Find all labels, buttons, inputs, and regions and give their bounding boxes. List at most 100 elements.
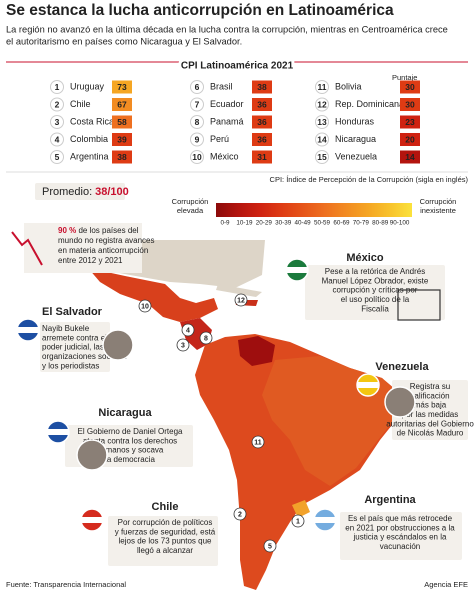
score-box <box>112 150 132 164</box>
rank-badge <box>50 150 64 164</box>
box-line: Fiscalía <box>361 304 389 313</box>
rank: 6 <box>195 82 200 92</box>
rank-badge <box>50 115 64 129</box>
score: 36 <box>257 99 267 109</box>
text-box <box>340 512 462 560</box>
map-marker <box>199 331 213 345</box>
score-label: Puntaje <box>392 73 417 82</box>
box-line: organizaciones sociales <box>42 352 127 361</box>
country: Brasil <box>210 81 233 91</box>
country: Costa Rica <box>70 116 114 126</box>
box-line: y los periodistas <box>42 361 99 370</box>
box-line: poder judicial, las <box>42 343 104 352</box>
legend-low: Corrupción <box>172 197 209 206</box>
country: Uruguay <box>70 81 105 91</box>
country: Panamá <box>210 116 244 126</box>
rank-badge <box>315 97 329 112</box>
score-box <box>112 133 132 146</box>
mexico-map <box>88 268 218 322</box>
rank-badge <box>315 150 329 164</box>
flag-band <box>47 429 69 435</box>
box-line: en materia anticorrupción <box>58 246 148 255</box>
map-marker <box>176 338 190 352</box>
box-line: la democracia <box>105 455 155 464</box>
score-box <box>400 98 420 111</box>
legend-bin: 90-100 <box>390 220 410 227</box>
score-box <box>252 150 272 164</box>
score: 58 <box>117 117 127 127</box>
source: Fuente: Transparencia Internacional <box>6 580 126 589</box>
rank-badge <box>190 80 204 94</box>
box-line: mundo no registra avances <box>58 236 155 245</box>
rank-badge <box>315 115 329 129</box>
rank: 2 <box>55 99 60 109</box>
score: 14 <box>405 152 415 162</box>
title: Se estanca la lucha anticorrupción en La… <box>6 2 394 19</box>
text-box <box>305 265 445 320</box>
score-box <box>400 133 420 146</box>
rank: 8 <box>195 117 200 127</box>
score: 31 <box>257 152 267 162</box>
map-marker <box>234 293 248 307</box>
score: 67 <box>117 99 127 109</box>
country: Honduras <box>335 116 375 126</box>
legend-high: Corrupción <box>420 197 457 206</box>
box-line: en 2021 por obstrucciones a la <box>345 523 455 532</box>
credit: Agencia EFE <box>424 580 468 589</box>
country: México <box>210 151 239 161</box>
map-marker-label: 8 <box>204 335 208 342</box>
score-box <box>252 133 272 146</box>
average: Promedio: 38/100 <box>42 186 129 198</box>
rank: 13 <box>317 117 327 127</box>
box-title: Venezuela <box>375 361 429 373</box>
rank: 14 <box>317 134 327 144</box>
country: Colombia <box>70 134 108 144</box>
box-line: corrupción y críticas por <box>333 286 418 295</box>
flag-band <box>17 327 39 333</box>
country: Venezuela <box>335 151 377 161</box>
table-title: CPI Latinoamérica 2021 <box>181 61 294 72</box>
score: 20 <box>405 134 415 144</box>
box-title: Chile <box>152 501 179 513</box>
venezuela-map <box>238 336 275 366</box>
caribbean <box>216 284 262 297</box>
legend-bin: 80-89 <box>372 220 389 227</box>
rank-badge <box>315 80 329 94</box>
text-box <box>24 223 142 273</box>
map-marker-label: 11 <box>254 439 262 446</box>
legend-bin: 70-79 <box>353 220 370 227</box>
box-line: Manuel López Obrador, existe <box>322 276 429 285</box>
box-title: Argentina <box>364 494 416 506</box>
rank: 4 <box>55 134 60 144</box>
score: 38 <box>257 82 267 92</box>
box-line: el uso político de la <box>341 295 410 304</box>
score: 36 <box>257 117 267 127</box>
rank-badge <box>50 132 64 147</box>
legend-bin: 30-39 <box>275 220 292 227</box>
box-line: entre 2012 y 2021 <box>58 256 123 265</box>
score-box <box>252 115 272 129</box>
box-line: lejos de los 73 puntos que <box>119 537 213 546</box>
average-box <box>35 183 125 200</box>
rank-badge <box>50 97 64 112</box>
rank-badge <box>315 132 329 147</box>
score-box <box>112 98 132 111</box>
map-marker <box>181 323 195 337</box>
rank: 7 <box>195 99 200 109</box>
rank-badge <box>50 80 64 94</box>
portrait <box>384 386 416 418</box>
score-box <box>400 150 420 164</box>
uruguay-map <box>292 500 310 518</box>
country: Perú <box>210 134 229 144</box>
box-line: por las medidas <box>402 410 458 419</box>
box-line: atenta contra los derechos <box>83 436 177 445</box>
map-marker-label: 1 <box>296 518 300 525</box>
box-line: calificación <box>410 391 449 400</box>
rank: 9 <box>195 134 200 144</box>
box-title: México <box>346 252 384 264</box>
rank-badge <box>190 132 204 147</box>
score: 30 <box>405 99 415 109</box>
country: Ecuador <box>210 99 244 109</box>
country: Rep. Dominicana <box>335 99 404 109</box>
scales-icon <box>397 289 441 321</box>
